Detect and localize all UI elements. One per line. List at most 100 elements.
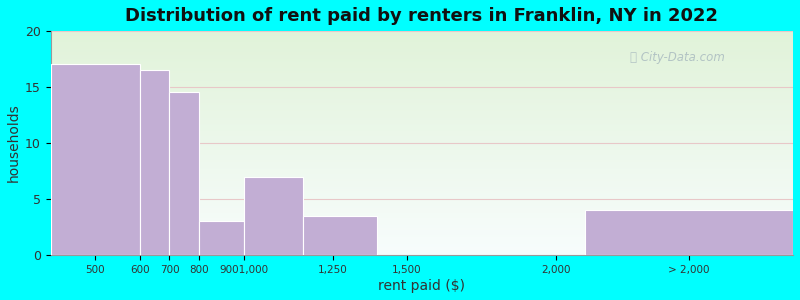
Bar (50, 142, 793, 143)
Bar (50, 154, 793, 155)
Bar (50, 203, 793, 205)
Bar (50, 230, 793, 232)
Bar (50, 188, 793, 189)
Bar (50, 187, 793, 188)
Bar (50, 126, 793, 127)
Bar (50, 217, 793, 218)
Bar (50, 34, 793, 35)
Bar (50, 134, 793, 135)
Bar (50, 181, 793, 182)
Bar (50, 136, 793, 137)
Bar (50, 141, 793, 142)
Bar (50, 214, 793, 215)
Bar (50, 176, 793, 177)
Bar (50, 177, 793, 178)
Bar (50, 189, 793, 190)
Bar (50, 64, 793, 65)
Bar (50, 148, 793, 150)
Bar (50, 87, 793, 88)
Bar (585, 210, 793, 255)
Bar (50, 180, 793, 181)
Bar (50, 91, 793, 92)
Bar (50, 199, 793, 200)
Bar (50, 43, 793, 44)
Bar (50, 35, 793, 36)
Bar (50, 152, 793, 153)
Bar (50, 74, 793, 76)
Bar (50, 225, 793, 226)
Bar (50, 151, 793, 152)
X-axis label: rent paid ($): rent paid ($) (378, 279, 466, 293)
Bar (50, 248, 793, 250)
Bar (50, 99, 793, 100)
Bar (50, 53, 793, 54)
Bar (50, 106, 793, 107)
Bar (50, 221, 793, 223)
Bar (50, 83, 793, 85)
Bar (50, 98, 793, 99)
Bar (50, 244, 793, 245)
Bar (50, 79, 793, 80)
Bar (50, 150, 793, 151)
Bar (50, 101, 793, 103)
Bar (50, 156, 793, 158)
Bar (50, 52, 793, 53)
Bar (50, 233, 793, 234)
Bar (50, 205, 793, 206)
Bar (50, 133, 793, 134)
Bar (50, 250, 793, 251)
Bar (50, 232, 793, 233)
Bar (50, 32, 793, 33)
Bar (50, 46, 793, 47)
Bar (50, 96, 793, 97)
Bar (50, 86, 793, 87)
Bar (50, 216, 793, 217)
Bar (50, 128, 793, 129)
Bar (50, 147, 793, 148)
Bar (50, 167, 793, 168)
Bar (50, 88, 793, 89)
Bar (50, 51, 793, 52)
Bar (50, 64, 140, 255)
Bar (50, 36, 793, 38)
Bar (50, 170, 793, 171)
Bar (50, 114, 793, 115)
Bar (50, 117, 793, 118)
Bar (50, 252, 793, 253)
Bar (244, 177, 303, 255)
Bar (50, 71, 793, 72)
Bar (50, 116, 793, 117)
Bar (50, 103, 793, 105)
Bar (50, 223, 793, 224)
Bar (50, 202, 793, 203)
Bar (50, 122, 793, 123)
Bar (50, 224, 793, 225)
Bar (50, 94, 793, 96)
Bar (50, 77, 793, 78)
Bar (50, 241, 793, 242)
Bar (50, 105, 793, 106)
Bar (50, 169, 793, 170)
Bar (50, 41, 793, 42)
Bar (50, 127, 793, 128)
Bar (50, 226, 793, 227)
Bar (50, 108, 793, 109)
Text: 🔍 City-Data.com: 🔍 City-Data.com (630, 51, 725, 64)
Bar (50, 115, 793, 116)
Bar (50, 135, 793, 136)
Bar (50, 247, 793, 248)
Bar (50, 89, 793, 90)
Bar (50, 254, 793, 255)
Bar (50, 197, 793, 198)
Bar (50, 155, 793, 156)
Bar (50, 194, 793, 195)
Bar (50, 54, 793, 56)
Bar (50, 183, 793, 184)
Bar (50, 50, 793, 51)
Bar (170, 92, 199, 255)
Bar (50, 90, 793, 91)
Bar (50, 237, 793, 238)
Bar (50, 65, 793, 67)
Bar (50, 174, 793, 175)
Bar (50, 210, 793, 211)
